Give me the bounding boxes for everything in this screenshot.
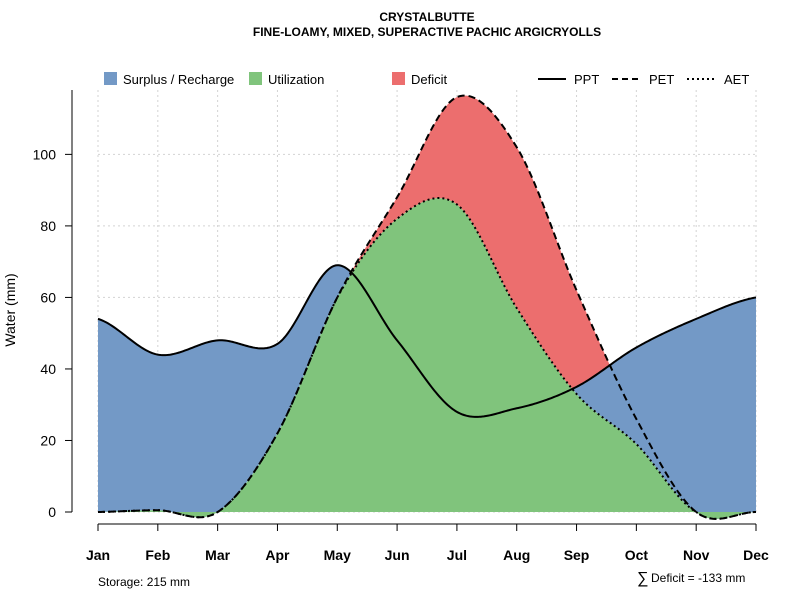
series-line-ppt <box>97 264 757 418</box>
chart-title: CRYSTALBUTTE <box>379 10 474 24</box>
x-tick-label-jan: Jan <box>86 547 110 563</box>
area-deficit <box>98 95 756 519</box>
x-tick-label-may: May <box>324 547 351 563</box>
y-tick-label-80: 80 <box>40 218 56 234</box>
series-line-aet <box>97 197 757 520</box>
legend-label-utilization: Utilization <box>268 72 324 87</box>
legend-label-aet: AET <box>724 72 749 87</box>
y-tick-label-100: 100 <box>33 146 57 162</box>
legend-label-deficit: Deficit <box>411 72 448 87</box>
deficit-total: Deficit = -133 mm <box>651 571 745 585</box>
sum-symbol: ∑ <box>637 570 648 587</box>
area-surplus-recharge <box>98 198 756 519</box>
chart-subtitle: FINE-LOAMY, MIXED, SUPERACTIVE PACHIC AR… <box>253 25 601 39</box>
x-tick-label-jun: Jun <box>385 547 410 563</box>
y-tick-labels: 0 20 40 60 80 100 <box>33 146 57 520</box>
storage-text: Storage: 215 mm <box>98 575 190 589</box>
y-tick-label-60: 60 <box>40 289 56 305</box>
legend-swatch-utilization <box>249 72 262 85</box>
y-tick-label-20: 20 <box>40 432 56 448</box>
x-tick-label-aug: Aug <box>503 547 530 563</box>
x-tick-label-dec: Dec <box>743 547 769 563</box>
x-tick-label-sep: Sep <box>564 547 590 563</box>
legend: Surplus / Recharge Utilization Deficit P… <box>104 72 749 87</box>
x-tick-label-nov: Nov <box>683 547 710 563</box>
area-utilization <box>98 198 756 519</box>
x-tick-label-mar: Mar <box>205 547 230 563</box>
legend-swatch-deficit <box>392 72 405 85</box>
series-lines <box>97 94 757 520</box>
y-tick-label-0: 0 <box>48 504 56 520</box>
x-tick-labels: Jan Feb Mar Apr May Jun Jul Aug Sep Oct Nov Dec <box>86 547 769 563</box>
areas <box>98 95 756 519</box>
legend-swatch-surplus <box>104 72 117 85</box>
x-tick-label-feb: Feb <box>145 547 170 563</box>
x-tick-label-apr: Apr <box>265 547 290 563</box>
y-axis-label: Water (mm) <box>2 273 18 346</box>
legend-label-pet: PET <box>649 72 674 87</box>
legend-label-surplus: Surplus / Recharge <box>123 72 234 87</box>
x-tick-label-jul: Jul <box>447 547 467 563</box>
axes <box>65 90 757 531</box>
y-tick-label-40: 40 <box>40 361 56 377</box>
x-tick-label-oct: Oct <box>625 547 649 563</box>
legend-label-ppt: PPT <box>574 72 599 87</box>
